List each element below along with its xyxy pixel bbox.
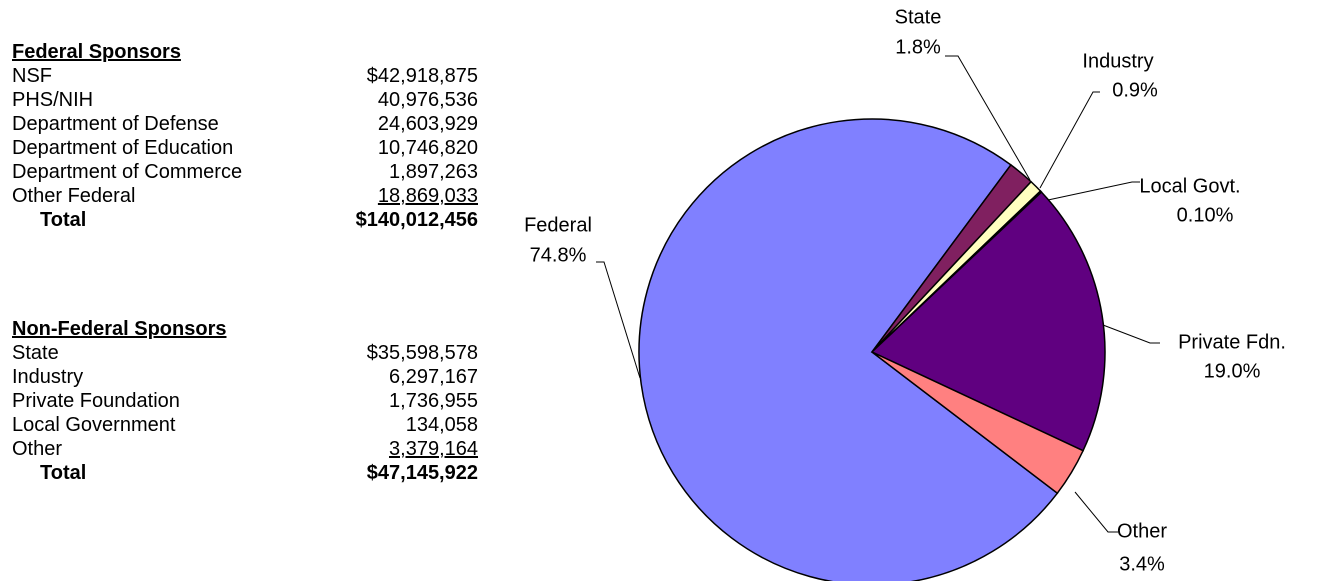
- slice-value-label: 19.0%: [1204, 360, 1261, 382]
- sponsor-amount: 18,869,033: [377, 185, 478, 207]
- slice-value-label: 3.4%: [1119, 553, 1165, 575]
- sponsor-name: Local Government: [12, 414, 176, 436]
- table-title: Federal Sponsors: [12, 41, 181, 63]
- sponsor-name: Other Federal: [12, 185, 136, 207]
- slice-label: Other: [1117, 520, 1167, 542]
- sponsor-table: Federal Sponsors NSF $42,918,875 PHS/NIH 40,…: [12, 40, 478, 232]
- sponsor-name: Other: [12, 438, 63, 460]
- pie-slice: [638, 118, 1059, 581]
- sponsor-amount: $35,598,578: [366, 342, 478, 364]
- sponsor-name: Department of Commerce: [12, 161, 243, 183]
- table-row: Industry 6,297,167: [12, 365, 478, 389]
- sponsor-name: State: [12, 342, 59, 364]
- table-row: Department of Education 10,746,820: [12, 136, 478, 160]
- sponsor-name: Department of Defense: [12, 113, 219, 135]
- slice-value-label: 0.10%: [1177, 204, 1234, 226]
- leader-line: [1039, 91, 1100, 189]
- table-row: NSF $42,918,875: [12, 64, 478, 88]
- sponsor-amount: $42,918,875: [366, 65, 478, 87]
- slice-label: Private Fdn.: [1178, 331, 1286, 353]
- total-amount: $140,012,456: [355, 209, 478, 231]
- slice-label: Industry: [1082, 50, 1153, 72]
- sponsor-table: Non-Federal Sponsors State $35,598,578 Indu…: [12, 317, 478, 485]
- leader-line: [945, 55, 1031, 181]
- slice-value-label: 74.8%: [530, 244, 587, 266]
- leader-line: [596, 261, 641, 379]
- leader-line: [1074, 491, 1118, 533]
- sponsor-amount: 6,297,167: [389, 366, 478, 388]
- sponsor-amount: 40,976,536: [377, 89, 478, 111]
- leader-line: [1102, 324, 1160, 344]
- total-amount: $47,145,922: [366, 462, 478, 484]
- sponsor-amount: 10,746,820: [377, 137, 478, 159]
- total-row: Total $47,145,922: [12, 461, 478, 485]
- sponsor-amount: 1,897,263: [389, 161, 478, 183]
- sponsor-amount: 24,603,929: [377, 113, 478, 135]
- pie-slice: [871, 351, 1085, 495]
- sponsor-amount: 1,736,955: [389, 390, 478, 412]
- total-row: Total $140,012,456: [12, 208, 478, 232]
- sponsor-amount: 134,058: [405, 414, 478, 436]
- sponsor-name: Private Foundation: [12, 390, 180, 412]
- slice-label: Local Govt.: [1139, 175, 1240, 197]
- sponsor-name: NSF: [12, 65, 52, 87]
- table-row: Department of Defense 24,603,929: [12, 112, 478, 136]
- sponsor-name: PHS/NIH: [12, 89, 94, 111]
- sponsor-name: Industry: [12, 366, 84, 388]
- pie-slice: [870, 191, 1106, 452]
- table-row: PHS/NIH 40,976,536: [12, 88, 478, 112]
- leader-line: [1047, 181, 1140, 201]
- total-label: Total: [40, 209, 87, 231]
- sponsor-amount: 3,379,164: [389, 438, 478, 460]
- slice-label: Federal: [524, 214, 592, 236]
- table-row: Department of Commerce 1,897,263: [12, 160, 478, 184]
- table-row: Other Federal 18,869,033: [12, 184, 478, 208]
- table-row: Local Government 134,058: [12, 413, 478, 437]
- table-row: State $35,598,578: [12, 341, 478, 365]
- slice-value-label: 1.8%: [895, 36, 941, 58]
- sponsor-name: Department of Education: [12, 137, 234, 159]
- table-row: Private Foundation 1,736,955: [12, 389, 478, 413]
- slice-label: State: [895, 6, 942, 28]
- table-title: Non-Federal Sponsors: [12, 318, 227, 340]
- total-label: Total: [40, 462, 87, 484]
- table-row: Other 3,379,164: [12, 437, 478, 461]
- slice-value-label: 0.9%: [1112, 79, 1158, 101]
